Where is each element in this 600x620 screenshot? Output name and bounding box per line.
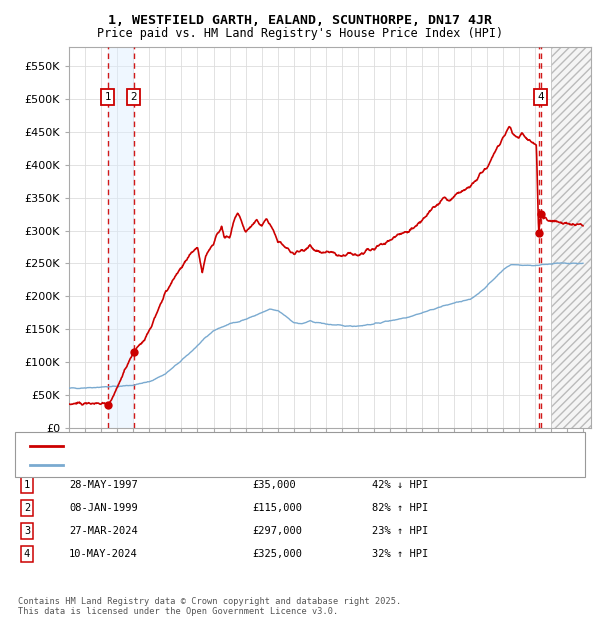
Text: 1: 1	[24, 480, 30, 490]
Text: 1, WESTFIELD GARTH, EALAND, SCUNTHORPE, DN17 4JR: 1, WESTFIELD GARTH, EALAND, SCUNTHORPE, …	[108, 14, 492, 27]
Text: 2: 2	[24, 503, 30, 513]
Text: 82% ↑ HPI: 82% ↑ HPI	[372, 503, 428, 513]
Bar	[551, 46, 591, 428]
Text: 1: 1	[104, 92, 111, 102]
Text: 10-MAY-2024: 10-MAY-2024	[69, 549, 138, 559]
Text: £35,000: £35,000	[252, 480, 296, 490]
Text: 4: 4	[538, 92, 544, 102]
Bar	[108, 46, 134, 428]
Text: £297,000: £297,000	[252, 526, 302, 536]
Text: 32% ↑ HPI: 32% ↑ HPI	[372, 549, 428, 559]
Text: 28-MAY-1997: 28-MAY-1997	[69, 480, 138, 490]
Text: 4: 4	[24, 549, 30, 559]
Text: This data is licensed under the Open Government Licence v3.0.: This data is licensed under the Open Gov…	[18, 607, 338, 616]
Text: 1, WESTFIELD GARTH, EALAND, SCUNTHORPE, DN17 4JR (detached house): 1, WESTFIELD GARTH, EALAND, SCUNTHORPE, …	[69, 441, 451, 451]
Text: 2: 2	[130, 92, 137, 102]
Text: 27-MAR-2024: 27-MAR-2024	[69, 526, 138, 536]
Text: HPI: Average price, detached house, North Lincolnshire: HPI: Average price, detached house, Nort…	[69, 459, 386, 469]
Text: 08-JAN-1999: 08-JAN-1999	[69, 503, 138, 513]
Bar	[551, 46, 591, 428]
Text: £325,000: £325,000	[252, 549, 302, 559]
Text: 3: 3	[24, 526, 30, 536]
Text: Contains HM Land Registry data © Crown copyright and database right 2025.: Contains HM Land Registry data © Crown c…	[18, 597, 401, 606]
Text: 23% ↑ HPI: 23% ↑ HPI	[372, 526, 428, 536]
Text: £115,000: £115,000	[252, 503, 302, 513]
Text: Price paid vs. HM Land Registry's House Price Index (HPI): Price paid vs. HM Land Registry's House …	[97, 27, 503, 40]
Text: 42% ↓ HPI: 42% ↓ HPI	[372, 480, 428, 490]
